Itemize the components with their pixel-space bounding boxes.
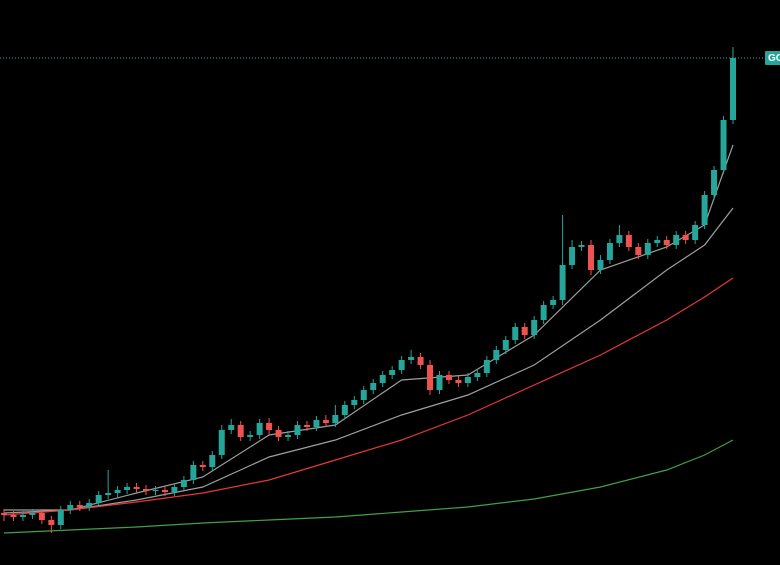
candle-body [550,300,557,305]
moving-average [3,277,734,516]
candle-body [578,245,585,247]
price-label-box [765,51,780,65]
candle-body [303,425,310,427]
candle-body [275,430,282,437]
candle-body [133,487,140,489]
candle-body [663,240,670,245]
candle-body [730,58,736,120]
candle-body [512,327,519,340]
candle-body [341,405,348,415]
candle-body [143,489,150,491]
candle-body [218,430,225,455]
candle-body [692,225,699,240]
candle-body [76,505,83,507]
candle-body [464,377,471,383]
candle-body [190,465,197,480]
candle-body [10,515,17,517]
candle-body [521,327,528,335]
candle-body [256,423,263,435]
candle-body [209,455,216,467]
candle-body [199,465,206,467]
moving-average [4,207,734,511]
candle-body [701,195,708,225]
candle-body [417,357,424,365]
candle-body [427,365,434,390]
candle-body [408,357,415,360]
candle-body [720,120,727,170]
candle-body [398,360,405,370]
candle-body [161,490,168,492]
candle-body [105,493,112,495]
candle-body [171,487,178,492]
candle-body [351,400,358,405]
candle-body [247,435,254,437]
candle-body [152,490,159,491]
candle-body [587,245,594,270]
candle-body [57,510,64,525]
candle-body [294,425,301,435]
candle-body [569,247,576,265]
candle-body [86,503,93,507]
candle-body [29,513,36,515]
candle-body [370,383,377,390]
candle-body [625,235,632,247]
candle-body [313,420,320,427]
candle-body [332,415,339,423]
candle-body [124,487,131,490]
candle-body [493,350,500,360]
candle-body [228,425,235,430]
candle-body [38,513,45,520]
moving-average [3,439,734,534]
candle-body [502,340,509,350]
candle-body [455,380,462,383]
candle-body [266,423,273,430]
candle-body [285,435,292,437]
price-label: GO [768,53,780,64]
candle-body [606,243,613,260]
candle-body [597,260,604,270]
candle-body [540,305,547,320]
candle-body [95,495,102,503]
candle-body [644,243,651,255]
candle-body [445,375,452,380]
candle-body [379,375,386,383]
candle-body [67,505,74,510]
candle-body [559,265,566,300]
candle-body [531,320,538,335]
candle-body [682,235,689,240]
candle-body [711,170,718,195]
candle-body [1,513,7,515]
candle-body [635,247,642,255]
candle-body [322,420,329,423]
candle-body [474,373,481,377]
candle-body [19,515,26,517]
candle-body [389,370,396,375]
candle-body [673,235,680,245]
candle-body [654,240,661,243]
candle-body [360,390,367,400]
candle-body [237,425,244,437]
candle-body [180,480,187,487]
candle-body [616,235,623,243]
candle-body [436,375,443,390]
candle-body [48,520,55,525]
candle-body [114,490,121,493]
candle-body [483,360,490,373]
